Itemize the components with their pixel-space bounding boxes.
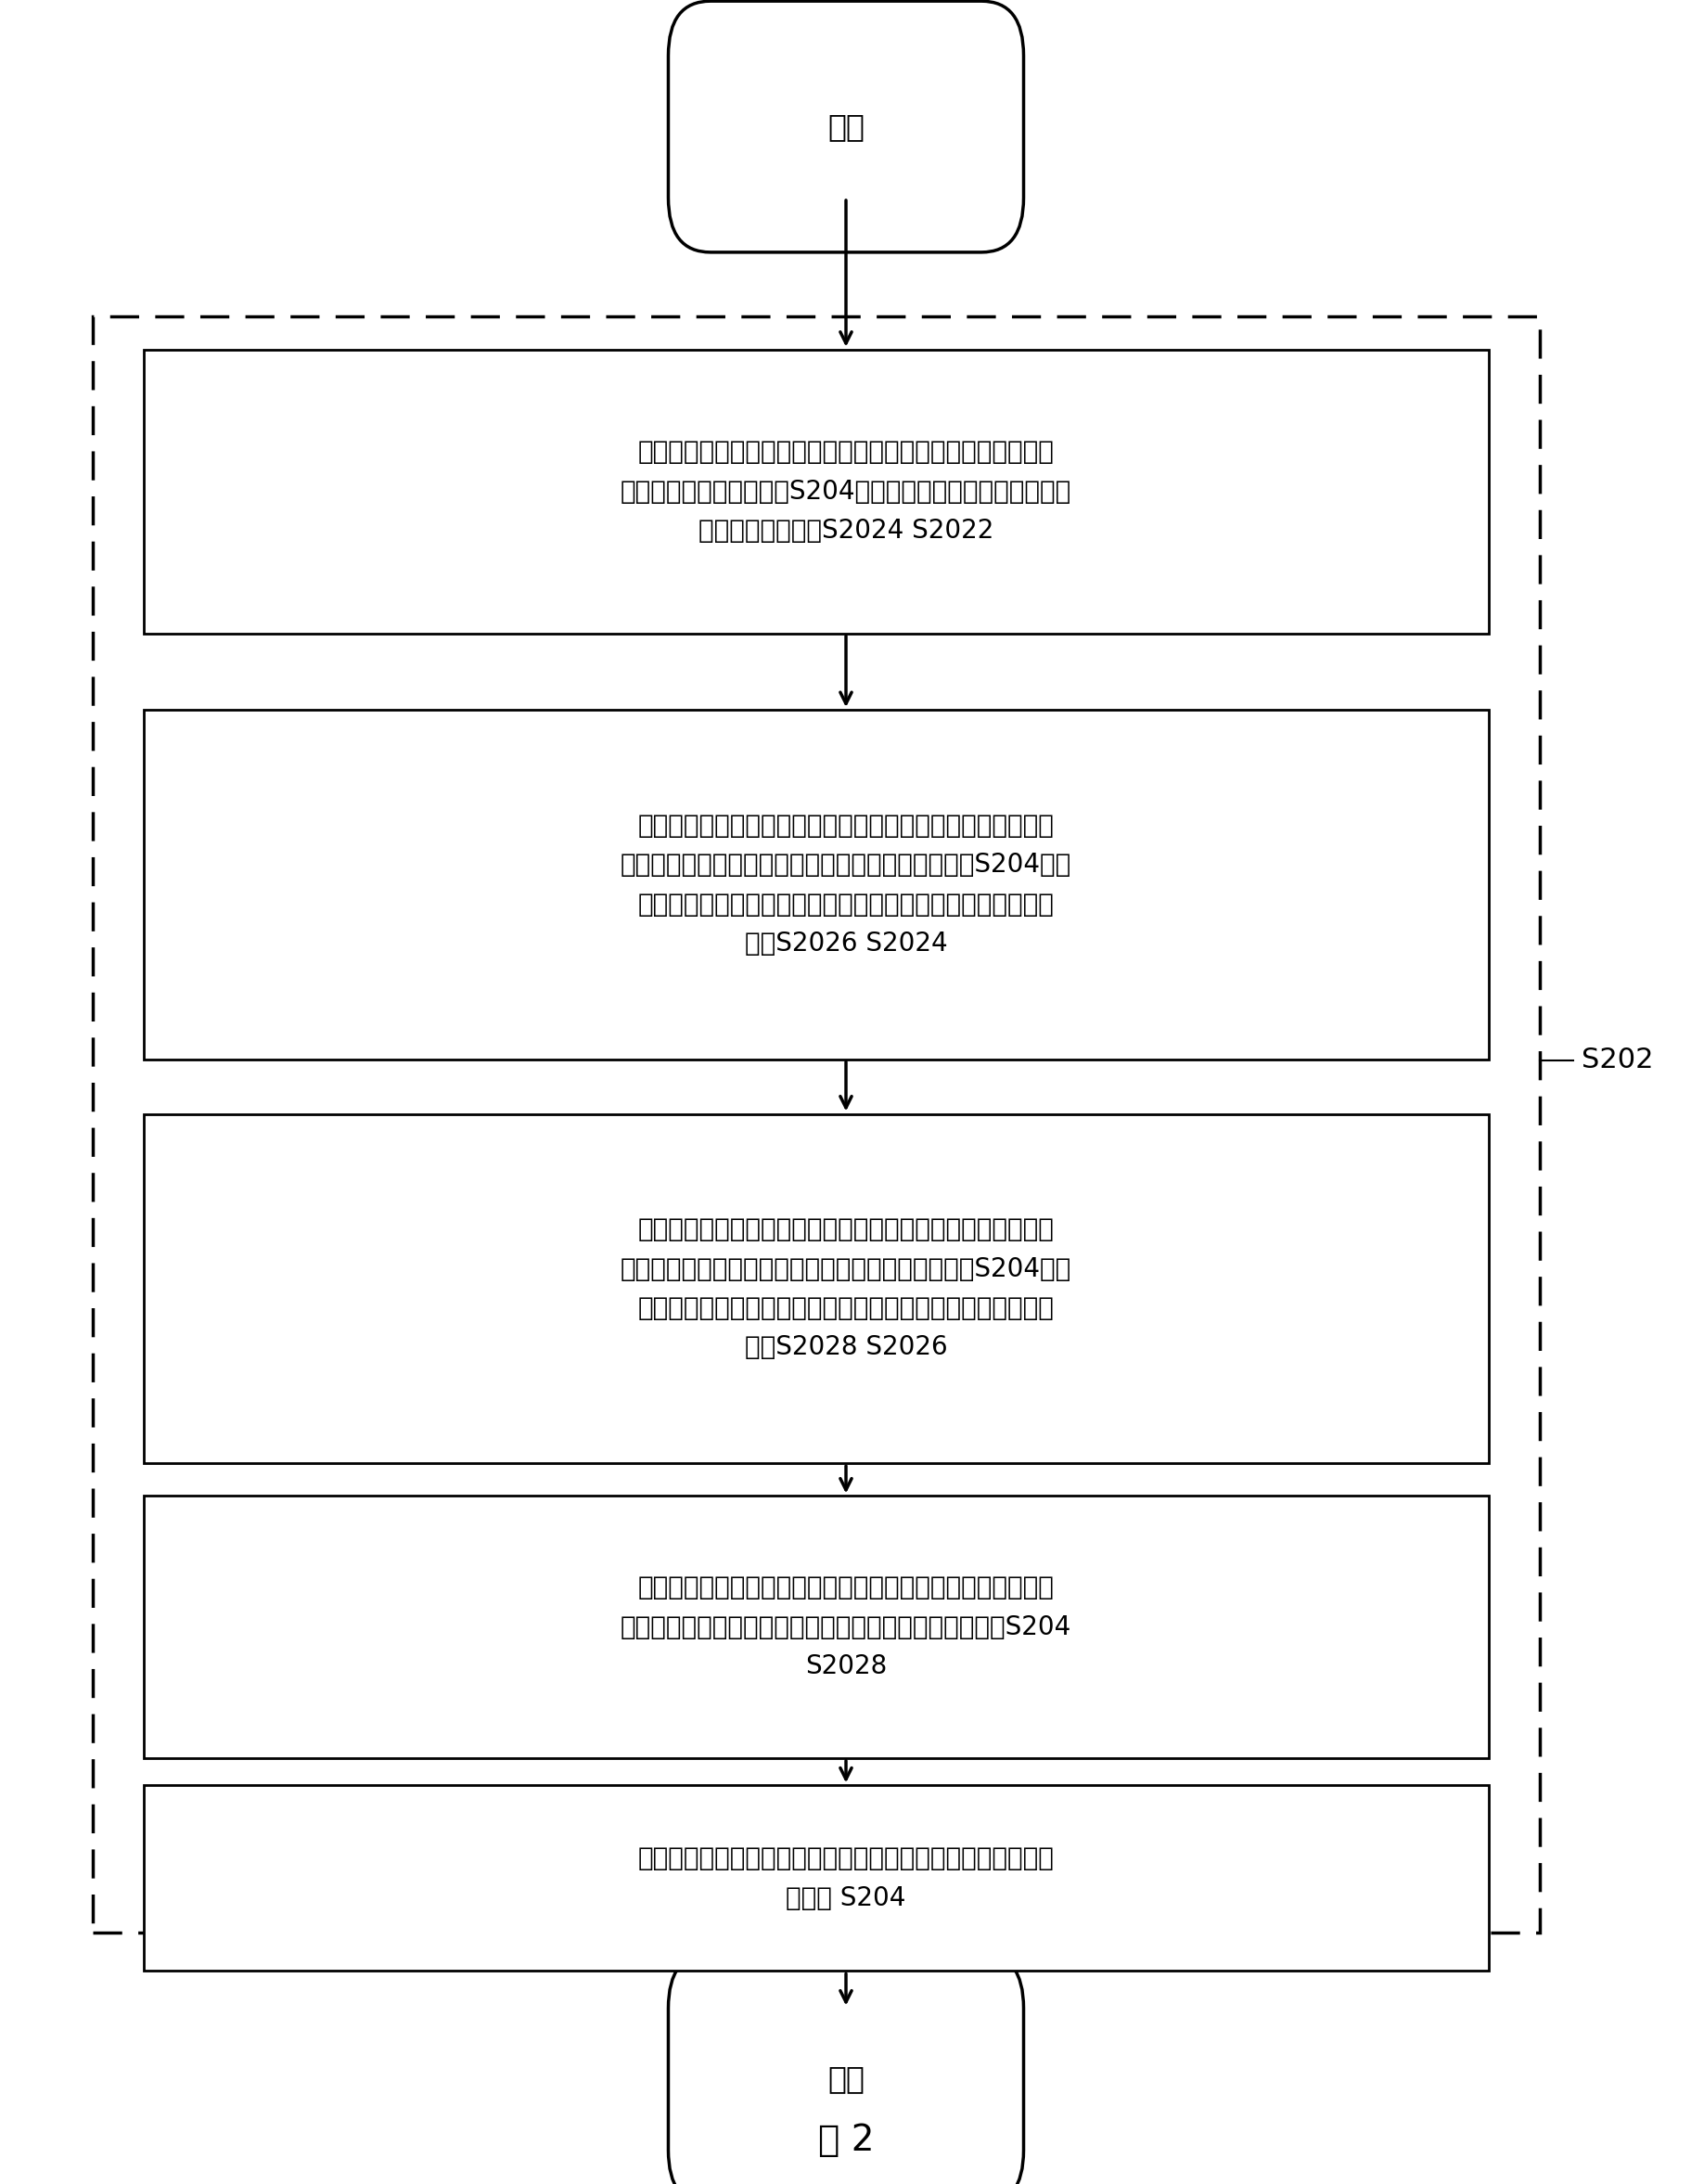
Text: 检测至少两个交叉单元的开销总线的状态，如果至少两个交叉
单元之一的开销总线处于准备好的状态，则进行步骤S204，如
果至少两个交叉单元的开销总线都处于准备好的状: 检测至少两个交叉单元的开销总线的状态，如果至少两个交叉 单元之一的开销总线处于准… <box>621 812 1070 957</box>
FancyBboxPatch shape <box>144 710 1488 1059</box>
FancyBboxPatch shape <box>144 1114 1488 1463</box>
Text: 根据检测结果，进行至少两个交叉单元的开销总线和业务总线
的选择 S204: 根据检测结果，进行至少两个交叉单元的开销总线和业务总线 的选择 S204 <box>638 1845 1053 1911</box>
FancyBboxPatch shape <box>668 2 1023 253</box>
FancyBboxPatch shape <box>144 1496 1488 1758</box>
Text: 结束: 结束 <box>827 2064 864 2094</box>
Text: 图 2: 图 2 <box>817 2123 874 2158</box>
Text: 检测至少两个交叉单元的业务总线的状态，如果至少两个交叉
单元之一的业务总线处于准备好的状态，则进行步骤S204，如
果至少两个交叉单元的业务总线都处于准备好的状: 检测至少两个交叉单元的业务总线的状态，如果至少两个交叉 单元之一的业务总线处于准… <box>621 1216 1070 1361</box>
FancyBboxPatch shape <box>668 1952 1023 2184</box>
Text: S202: S202 <box>1581 1046 1652 1075</box>
FancyBboxPatch shape <box>93 317 1539 1933</box>
FancyBboxPatch shape <box>144 1787 1488 1970</box>
FancyBboxPatch shape <box>144 349 1488 633</box>
Text: 检测至少两个交叉单元的业务总线上是否存在告警，如果至少
两个交叉单元之一的业务总线上不存在告警，则进行步骤S204
S2028: 检测至少两个交叉单元的业务总线上是否存在告警，如果至少 两个交叉单元之一的业务总… <box>621 1575 1070 1679</box>
Text: 开始: 开始 <box>827 111 864 142</box>
Text: 检测至少两个交叉单元的运行状态，如果至少两个交叉单元之
一运行正常，则进行步骤S204，如果至少两个交叉单元都运行
正常，则进行步骤S2024 S2022: 检测至少两个交叉单元的运行状态，如果至少两个交叉单元之 一运行正常，则进行步骤S… <box>621 439 1070 544</box>
